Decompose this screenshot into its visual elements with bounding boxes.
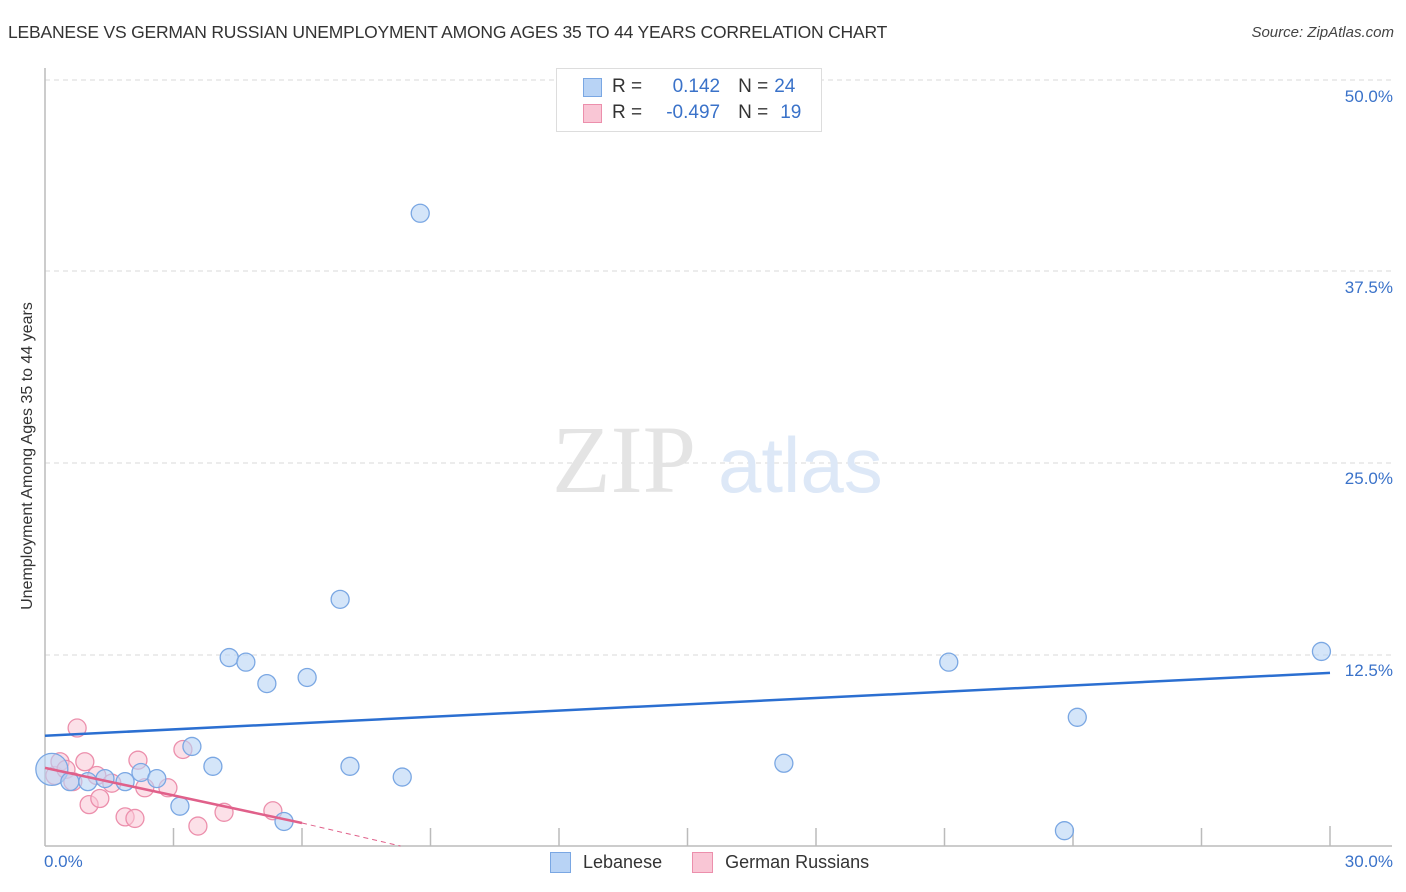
- x-tick-min: 0.0%: [44, 852, 83, 871]
- data-point: [392, 767, 412, 787]
- trendlines: [44, 671, 1331, 847]
- lebanese-points: [35, 203, 1332, 841]
- y-tick-37-5: 37.5%: [1344, 278, 1393, 297]
- r-value: -0.497: [666, 102, 721, 123]
- german-russians-legend-swatch: [692, 852, 714, 873]
- trendline-extension: [301, 822, 401, 847]
- data-point: [236, 652, 256, 672]
- r-label: R =: [612, 102, 643, 123]
- gridlines: [45, 79, 1392, 656]
- data-point: [1054, 821, 1075, 841]
- n-value: 24: [774, 76, 796, 97]
- data-point: [340, 756, 360, 776]
- axes: [44, 68, 1392, 847]
- stats-box: R = 0.142 N = 24 R = -0.497 N = 19: [556, 68, 822, 132]
- svg-text:atlas: atlas: [718, 421, 883, 509]
- data-point: [147, 768, 167, 789]
- source-label: Source: ZipAtlas.com: [1251, 24, 1394, 41]
- data-point: [257, 673, 277, 694]
- data-point: [939, 652, 959, 672]
- data-point: [115, 772, 135, 792]
- data-point: [90, 788, 110, 809]
- trendline: [44, 671, 1331, 737]
- data-point: [1311, 641, 1332, 662]
- lebanese-swatch: [583, 77, 602, 97]
- data-point: [170, 796, 190, 816]
- data-point: [297, 667, 317, 688]
- legend-item-german-russians[interactable]: German Russians: [692, 852, 869, 873]
- data-point: [182, 736, 202, 757]
- data-point: [774, 753, 794, 773]
- x-tick-max: 30.0%: [1344, 852, 1393, 871]
- y-tick-50: 50.0%: [1344, 87, 1393, 106]
- n-value: 19: [780, 102, 802, 123]
- data-point: [75, 752, 95, 772]
- legend-label: Lebanese: [583, 852, 663, 872]
- legend: Lebanese German Russians: [550, 852, 899, 873]
- n-label: N =: [738, 102, 769, 123]
- data-point: [410, 203, 430, 223]
- legend-label: German Russians: [725, 852, 870, 872]
- y-tick-25: 25.0%: [1344, 469, 1393, 488]
- trendline: [44, 766, 303, 825]
- chart-title: LEBANESE VS GERMAN RUSSIAN UNEMPLOYMENT …: [8, 22, 888, 42]
- data-point: [188, 816, 208, 836]
- data-point: [67, 718, 87, 738]
- watermark: ZIP atlas: [552, 406, 883, 513]
- n-label: N =: [738, 76, 769, 97]
- y-tick-12-5: 12.5%: [1344, 661, 1393, 680]
- data-point: [125, 808, 145, 829]
- german-russians-swatch: [583, 103, 602, 123]
- legend-item-lebanese[interactable]: Lebanese: [550, 852, 662, 873]
- stats-row-lebanese: R = 0.142 N = 24: [583, 75, 795, 99]
- x-axis-ticks: [172, 826, 1331, 846]
- data-point: [1067, 707, 1087, 727]
- data-point: [330, 589, 350, 609]
- stats-row-german-russians: R = -0.497 N = 19: [583, 101, 801, 125]
- r-value: 0.142: [672, 76, 721, 97]
- data-point: [219, 647, 239, 668]
- r-label: R =: [612, 76, 643, 97]
- lebanese-legend-swatch: [550, 852, 571, 873]
- svg-text:ZIP: ZIP: [552, 406, 696, 513]
- data-point: [203, 756, 223, 776]
